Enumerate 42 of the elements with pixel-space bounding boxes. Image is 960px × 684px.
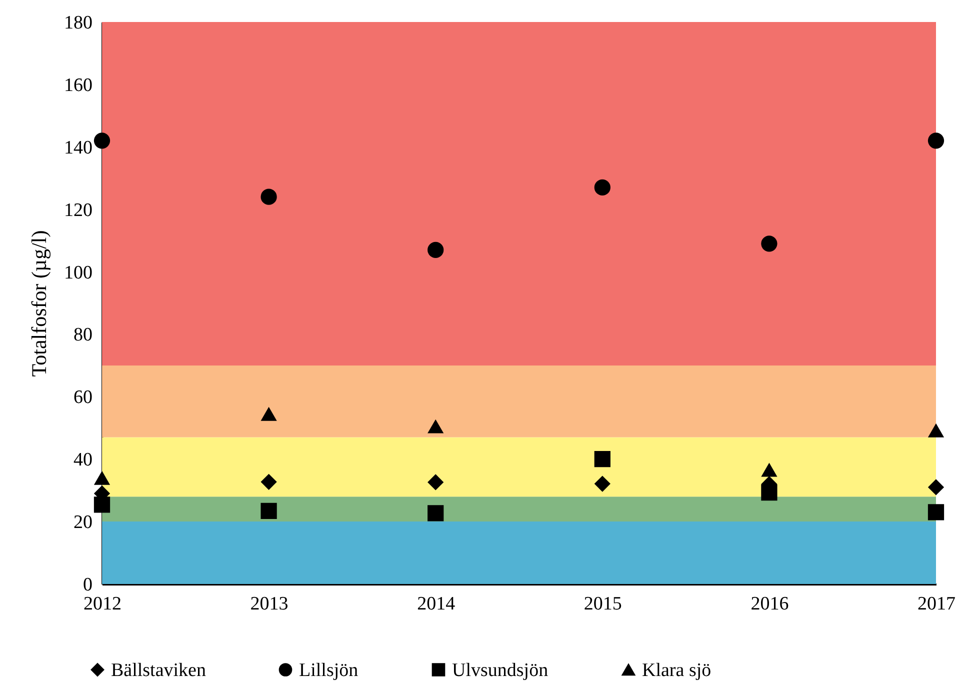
y-tick-label: 60 xyxy=(74,387,92,408)
point xyxy=(928,504,944,520)
y-axis-title: Totalfosfor (µg/l) xyxy=(27,230,51,377)
point xyxy=(761,484,778,501)
legend-label: Klara sjö xyxy=(642,660,712,681)
y-tick-label: 100 xyxy=(64,262,92,284)
y-tick-label: 20 xyxy=(74,512,92,534)
point xyxy=(260,188,277,205)
y-tick-label: 180 xyxy=(64,12,92,34)
x-tick-label: 2013 xyxy=(250,594,288,614)
legend-label: Ulvsundsjön xyxy=(452,660,549,681)
point xyxy=(594,179,610,196)
y-tick-label: 0 xyxy=(83,574,92,596)
y-tick-label: 40 xyxy=(74,450,92,471)
y-tick-label: 140 xyxy=(64,137,92,158)
x-tick-label: 2015 xyxy=(584,594,622,614)
point xyxy=(428,419,444,434)
x-tick-label: 2014 xyxy=(417,594,456,614)
point xyxy=(928,132,944,149)
point xyxy=(260,474,277,490)
point xyxy=(428,505,444,522)
point xyxy=(260,502,277,520)
legend-label: Bällstaviken xyxy=(111,660,206,681)
x-tick-label: 2012 xyxy=(84,594,122,614)
x-tick-label: 2016 xyxy=(750,594,789,614)
point xyxy=(761,236,778,252)
point xyxy=(594,476,610,492)
point xyxy=(761,462,778,477)
point xyxy=(428,474,444,490)
y-tick-label: 80 xyxy=(74,324,92,346)
point xyxy=(94,132,110,149)
point xyxy=(928,479,944,496)
x-tick-label: 2017 xyxy=(918,594,956,614)
y-tick-label: 120 xyxy=(64,200,92,221)
point xyxy=(94,470,110,485)
point xyxy=(428,242,444,258)
legend-label: Lillsjön xyxy=(299,660,359,681)
point xyxy=(594,451,610,468)
y-tick-label: 160 xyxy=(64,74,92,96)
point xyxy=(928,423,944,438)
point xyxy=(260,406,277,421)
point xyxy=(94,496,110,513)
